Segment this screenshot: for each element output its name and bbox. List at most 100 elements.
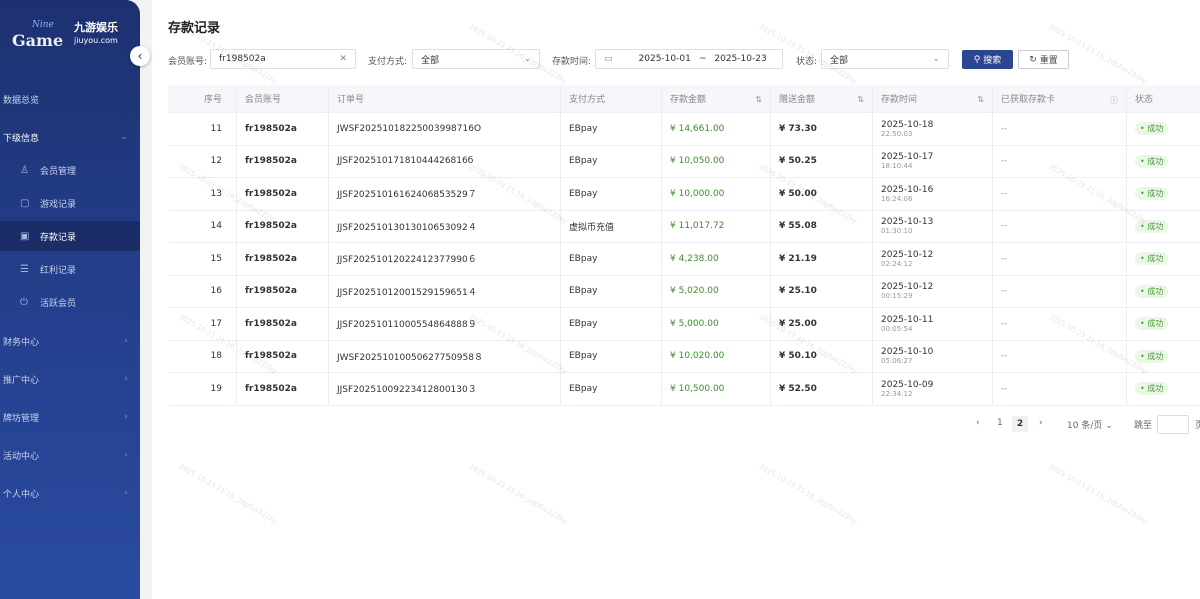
date-range-picker[interactable]: ▭ 2025-10-01 ~ 2025-10-23	[595, 49, 783, 69]
next-page-button[interactable]: ›	[1039, 418, 1043, 428]
table-cell: fr198502a	[237, 113, 329, 145]
column-header[interactable]: 存款金额 ⇅	[662, 85, 771, 112]
watermark: 2025-10-23 21:16_2dpfso222ky	[1047, 462, 1149, 526]
sidebar-item-4[interactable]: ▣ 存款记录	[0, 221, 140, 251]
page-unit-label: 页	[1195, 421, 1200, 431]
sidebar-item-label: 数据总览	[3, 95, 40, 106]
table-cell: --	[993, 145, 1127, 177]
table-cell: • 成功	[1127, 178, 1200, 210]
column-header[interactable]: 赠送金额 ⇅	[771, 85, 873, 112]
table-cell: ¥ 73.30	[771, 113, 873, 145]
calendar-icon: ▭	[604, 54, 613, 64]
table-cell: EBpay	[561, 275, 662, 307]
table-cell: ¥ 14,661.00	[662, 113, 771, 145]
page-1[interactable]: 1	[997, 418, 1003, 428]
reset-button[interactable]: ↻ 重置	[1018, 50, 1069, 69]
pay-method-select[interactable]: 全部 ⌄	[412, 49, 540, 69]
main-content: 存款记录 会员账号: fr198502a ✕ 支付方式: 全部 ⌄ 存款时间: ▭ …	[152, 0, 1200, 599]
table-cell: 19	[168, 373, 237, 405]
sidebar-item-6[interactable]: ⏻ 活跃会员	[0, 287, 140, 317]
status-select[interactable]: 全部 ⌄	[821, 49, 949, 69]
clear-icon[interactable]: ✕	[339, 54, 347, 64]
sidebar-item-3[interactable]: ▢ 游戏记录	[0, 188, 140, 218]
sidebar-item-8[interactable]: 推广中心 ›	[0, 364, 140, 394]
table-cell: • 成功	[1127, 276, 1200, 308]
jump-label: 跳至	[1134, 421, 1153, 431]
table-cell: EBpay	[561, 373, 662, 405]
table-cell: ¥ 50.00	[771, 178, 873, 210]
table-cell: JJSF20251012001529159651４	[329, 275, 561, 307]
table-cell: --	[993, 113, 1127, 145]
sort-icon[interactable]: ⇅	[857, 95, 864, 104]
column-header: 序号	[168, 85, 237, 112]
sidebar-item-label: 红利记录	[40, 265, 77, 276]
table-cell: fr198502a	[237, 145, 329, 177]
member-account-input[interactable]: fr198502a ✕	[210, 49, 356, 69]
table-cell: ¥ 52.50	[771, 373, 873, 405]
pay-method-label: 支付方式:	[368, 57, 408, 67]
sidebar-item-0[interactable]: 数据总览	[0, 84, 140, 114]
sidebar-item-2[interactable]: ♙ 会员管理	[0, 155, 140, 185]
sidebar-item-11[interactable]: 个人中心 ›	[0, 478, 140, 508]
table-cell: 17	[168, 308, 237, 340]
sort-icon[interactable]: ⇅	[977, 95, 984, 104]
table-cell: fr198502a	[237, 178, 329, 210]
sidebar-item-label: 推广中心	[3, 375, 40, 386]
jump-page-input[interactable]	[1157, 415, 1189, 434]
sidebar-item-label: 财务中心	[3, 337, 40, 348]
table-cell: fr198502a	[237, 308, 329, 340]
page-2-current[interactable]: 2	[1012, 416, 1028, 432]
chevron-right-icon: ›	[124, 412, 128, 422]
table-cell: ¥ 50.25	[771, 145, 873, 177]
table-cell: 15	[168, 243, 237, 275]
table-row: 15 fr198502a JJSF20251012022412377990６ EBpa…	[168, 243, 1200, 276]
chevron-right-icon: ›	[124, 488, 128, 498]
sidebar-item-label: 下级信息	[3, 133, 40, 144]
table-cell: ¥ 11,017.72	[662, 210, 771, 242]
table-cell: --	[993, 178, 1127, 210]
table-cell: --	[993, 308, 1127, 340]
table-cell: 13	[168, 178, 237, 210]
sidebar-item-7[interactable]: 财务中心 ›	[0, 326, 140, 356]
reset-icon: ↻	[1029, 54, 1040, 65]
chevron-right-icon: ›	[124, 450, 128, 460]
table-cell: 12	[168, 145, 237, 177]
sidebar-item-5[interactable]: ☰ 红利记录	[0, 254, 140, 284]
table-cell: fr198502a	[237, 210, 329, 242]
prev-page-button[interactable]: ‹	[976, 418, 980, 428]
table-cell: • 成功	[1127, 243, 1200, 275]
table-cell: 2025-10-12 02:24:12	[873, 243, 993, 275]
table-cell: • 成功	[1127, 146, 1200, 178]
sidebar-item-10[interactable]: 活动中心 ›	[0, 440, 140, 470]
wallet-icon: ▣	[20, 230, 30, 242]
sidebar-item-label: 活跃会员	[40, 298, 77, 309]
info-icon[interactable]: ⓘ	[1110, 96, 1118, 105]
table-cell: JJSF20251016162406853529７	[329, 178, 561, 210]
status-badge: • 成功	[1135, 317, 1169, 331]
table-cell: 14	[168, 210, 237, 242]
table-cell: ¥ 21.19	[771, 243, 873, 275]
table-cell: fr198502a	[237, 373, 329, 405]
table-cell: JJSF20251013013010653092４	[329, 210, 561, 242]
sidebar-item-label: 牌坊管理	[3, 413, 40, 424]
table-cell: ¥ 10,000.00	[662, 178, 771, 210]
collapse-sidebar-button[interactable]: ‹	[130, 46, 150, 66]
table-cell: ¥ 55.08	[771, 210, 873, 242]
logo: Nine Game 九游娱乐 jiuyou.com	[12, 20, 118, 50]
table-cell: 2025-10-11 00:05:54	[873, 308, 993, 340]
sort-icon[interactable]: ⇅	[755, 95, 762, 104]
column-header[interactable]: 存款时间 ⇅	[873, 85, 993, 112]
table-cell: --	[993, 275, 1127, 307]
table-cell: EBpay	[561, 113, 662, 145]
table-cell: • 成功	[1127, 211, 1200, 243]
table-cell: JJSF20251012022412377990６	[329, 243, 561, 275]
search-button[interactable]: ⚲ 搜索	[962, 50, 1013, 69]
status-badge: • 成功	[1135, 219, 1169, 233]
table-cell: fr198502a	[237, 340, 329, 372]
page-size-select[interactable]: 10 条/页 ⌄	[1067, 421, 1113, 431]
table-row: 18 fr198502a JWSF20251010050627750958８ EBpa…	[168, 340, 1200, 373]
sidebar-item-1[interactable]: 下级信息 ⌄	[0, 122, 140, 152]
sidebar-item-9[interactable]: 牌坊管理 ›	[0, 402, 140, 432]
table-cell: ¥ 4,238.00	[662, 243, 771, 275]
status-badge: • 成功	[1135, 122, 1169, 136]
